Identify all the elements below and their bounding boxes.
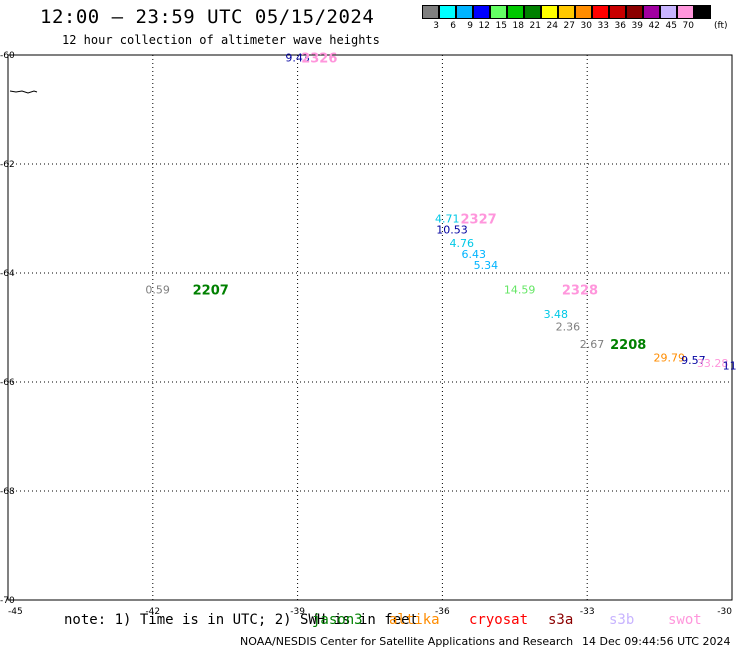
scale-swatch: [524, 5, 541, 19]
chart-subtitle: 12 hour collection of altimeter wave hei…: [62, 33, 380, 47]
y-tick-label: -68: [0, 487, 15, 497]
scale-label: 18: [512, 21, 524, 31]
wave-height-label: 9.57: [681, 354, 706, 367]
pass-time-label: 2328: [562, 283, 598, 298]
color-scale-labels: 3 6 9 12 15 18 21 24 27 30 33 36 39 42 45 70: [422, 21, 694, 31]
scale-swatch: [422, 5, 439, 19]
wave-height-label: 33.28: [697, 357, 729, 370]
scale-label: 70: [682, 21, 694, 31]
scale-swatch: [643, 5, 660, 19]
wave-height-label: 9.43: [285, 52, 310, 65]
wave-height-label: 11: [723, 360, 737, 373]
scale-swatch: [575, 5, 592, 19]
wave-height-label: 0.59: [145, 283, 170, 296]
scale-label: 9: [467, 21, 473, 31]
wave-height-label: 3.48: [544, 308, 569, 321]
scale-swatch: [456, 5, 473, 19]
satellite-label-cryosat: cryosat: [469, 612, 529, 628]
x-tick-label: -36: [435, 607, 450, 617]
scale-label: 24: [546, 21, 558, 31]
scale-label: 36: [614, 21, 626, 31]
scale-label: 3: [433, 21, 439, 31]
scale-label: 33: [597, 21, 609, 31]
credit-line: NOAA/NESDIS Center for Satellite Applica…: [240, 635, 574, 648]
plot-frame: [7, 54, 733, 601]
scale-swatch: [592, 5, 609, 19]
satellite-label-altika: altika: [389, 612, 440, 628]
x-tick-label: -33: [580, 607, 595, 617]
wave-height-label: 2.67: [580, 338, 605, 351]
scale-swatch: [439, 5, 456, 19]
satellite-label-s3b: s3b: [609, 612, 635, 628]
wave-height-label: 5.34: [474, 259, 499, 272]
y-tick-label: -70: [0, 596, 15, 606]
wave-height-label: 6.43: [462, 248, 487, 261]
x-tick-label: -45: [8, 607, 23, 617]
y-tick-label: -62: [0, 160, 15, 170]
y-tick-label: -66: [0, 378, 15, 388]
scale-swatch: [473, 5, 490, 19]
scale-label: 21: [529, 21, 541, 31]
scale-swatch: [626, 5, 643, 19]
color-scale-unit: (ft): [714, 21, 728, 31]
generation-timestamp: 14 Dec 09:44:56 UTC 2024: [582, 635, 731, 648]
x-tick-label: -30: [717, 607, 732, 617]
coastline-fragment: [9, 90, 38, 94]
wave-height-label: 2.36: [556, 320, 581, 333]
scale-label: 15: [495, 21, 507, 31]
y-tick-label: -60: [0, 51, 15, 61]
scale-swatch: [507, 5, 524, 19]
scale-swatch: [694, 5, 711, 19]
scale-swatch: [490, 5, 507, 19]
satellite-legend: jason3 altika cryosat s3a s3b swot: [0, 612, 740, 630]
satellite-label-s3a: s3a: [548, 612, 574, 628]
scale-swatch: [558, 5, 575, 19]
wave-height-label: 10.53: [436, 223, 468, 236]
pass-time-label: 2207: [193, 283, 229, 298]
color-scale-bar: [422, 5, 711, 19]
scale-label: 6: [450, 21, 456, 31]
scale-swatch: [677, 5, 694, 19]
x-tick-label: -39: [290, 607, 305, 617]
satellite-label-jason3: jason3: [312, 612, 363, 628]
footer-note: note: 1) Time is in UTC; 2) SWH is in fe…: [64, 612, 419, 628]
satellite-label-swot: swot: [668, 612, 702, 628]
x-tick-label: -42: [145, 607, 160, 617]
wave-height-label: 29.79: [654, 351, 686, 364]
pass-time-label: 2326: [301, 52, 337, 67]
scale-label: 39: [631, 21, 643, 31]
scale-label: 27: [563, 21, 575, 31]
scale-swatch: [609, 5, 626, 19]
scale-label: 42: [648, 21, 660, 31]
y-tick-label: -64: [0, 269, 15, 279]
scale-swatch: [660, 5, 677, 19]
wave-height-label: 4.71: [435, 213, 460, 226]
scale-swatch: [541, 5, 558, 19]
scale-label: 45: [665, 21, 677, 31]
scale-label: 12: [478, 21, 490, 31]
pass-time-label: 2208: [610, 338, 646, 353]
pass-time-label: 2327: [461, 213, 497, 228]
scale-label: 30: [580, 21, 592, 31]
wave-height-label: 14.59: [504, 283, 536, 296]
chart-title: 12:00 – 23:59 UTC 05/15/2024: [40, 6, 375, 28]
wave-height-label: 4.76: [449, 237, 474, 250]
